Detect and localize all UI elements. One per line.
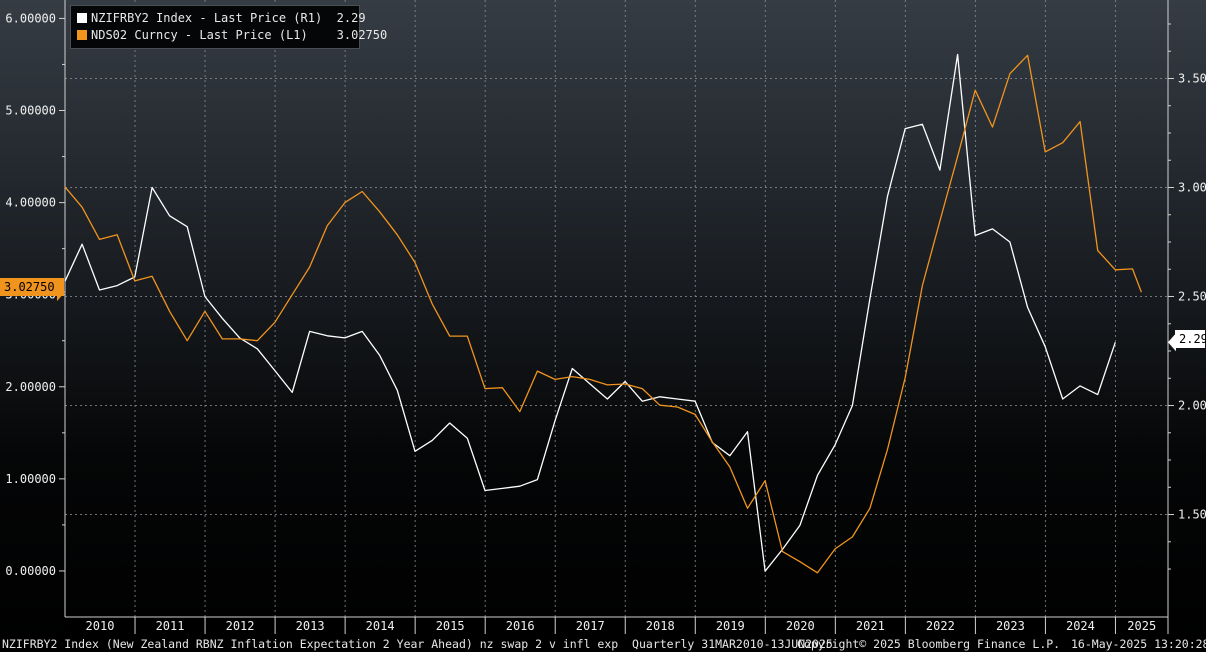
x-tick-label: 2016: [506, 619, 535, 633]
right-tick-label: 1.50: [1178, 508, 1206, 522]
axes: [57, 0, 1176, 635]
x-tick-label: 2025: [1127, 619, 1156, 633]
right-tick-label: 3.00: [1178, 180, 1206, 194]
left-tick-label: 0.00000: [5, 564, 56, 578]
x-tick-label: 2013: [296, 619, 325, 633]
x-tick-label: 2015: [436, 619, 465, 633]
left-tick-label: 2.00000: [5, 380, 56, 394]
left-tick-label: 1.00000: [5, 472, 56, 486]
series-lines: [64, 53, 1143, 574]
footer-timestamp: 16-May-2025 13:20:28: [1071, 637, 1206, 651]
x-tick-label: 2019: [716, 619, 745, 633]
right-tick-label: 3.50: [1178, 71, 1206, 85]
last-value-tag-right: 2.29: [1175, 330, 1206, 348]
legend-value-nzifrby2: 2.29: [336, 11, 366, 25]
x-tick-label: 2018: [646, 619, 675, 633]
x-tick-label: 2012: [226, 619, 255, 633]
legend-entry-nds02: NDS02 Curncy - Last Price (L1) 3.02750: [77, 27, 387, 43]
series-line-nds02: [64, 54, 1143, 574]
chart-legend: NZIFRBY2 Index - Last Price (R1) 2.29 ND…: [70, 5, 387, 49]
x-tick-label: 2011: [156, 619, 185, 633]
x-tick-label: 2010: [86, 619, 115, 633]
tick-labels: 0.000001.000002.000003.000004.000005.000…: [5, 11, 1206, 633]
series-line-nzifrby2: [64, 53, 1116, 572]
x-axis-band: [65, 618, 1168, 635]
x-tick-label: 2014: [366, 619, 395, 633]
right-tick-label: 2.50: [1178, 290, 1206, 304]
x-tick-label: 2022: [926, 619, 955, 633]
legend-swatch-white: [77, 13, 87, 23]
left-tick-label: 6.00000: [5, 11, 56, 25]
legend-label-nds02: NDS02 Curncy - Last Price (L1): [91, 28, 308, 42]
footer-copyright: Copyright© 2025 Bloomberg Finance L.P.: [797, 637, 1061, 651]
legend-swatch-orange: [77, 30, 87, 40]
left-tick-label: 5.00000: [5, 104, 56, 118]
legend-label-nzifrby2: NZIFRBY2 Index - Last Price (R1): [91, 11, 323, 25]
left-tick-label: 4.00000: [5, 196, 56, 210]
x-tick-label: 2020: [786, 619, 815, 633]
x-tick-label: 2024: [1066, 619, 1095, 633]
last-value-tag-left: 3.02750: [0, 278, 64, 296]
legend-entry-nzifrby2: NZIFRBY2 Index - Last Price (R1) 2.29: [77, 10, 366, 26]
footer-description: NZIFRBY2 Index (New Zealand RBNZ Inflati…: [2, 637, 833, 651]
x-tick-label: 2023: [996, 619, 1025, 633]
right-tag-pointer: [1168, 333, 1176, 352]
right-tick-label: 2.00: [1178, 399, 1206, 413]
grid-lines: [65, 0, 1168, 617]
x-tick-label: 2021: [856, 619, 885, 633]
x-tick-label: 2017: [576, 619, 605, 633]
legend-value-nds02: 3.02750: [336, 28, 388, 42]
